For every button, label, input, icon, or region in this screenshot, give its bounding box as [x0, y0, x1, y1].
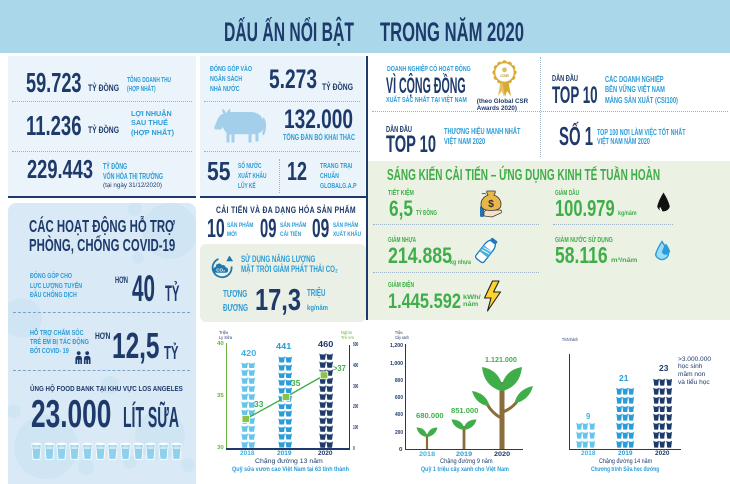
svg-text:CSR: CSR: [500, 73, 509, 78]
svg-text:CO₂: CO₂: [216, 267, 225, 272]
svg-text:$: $: [488, 198, 494, 210]
